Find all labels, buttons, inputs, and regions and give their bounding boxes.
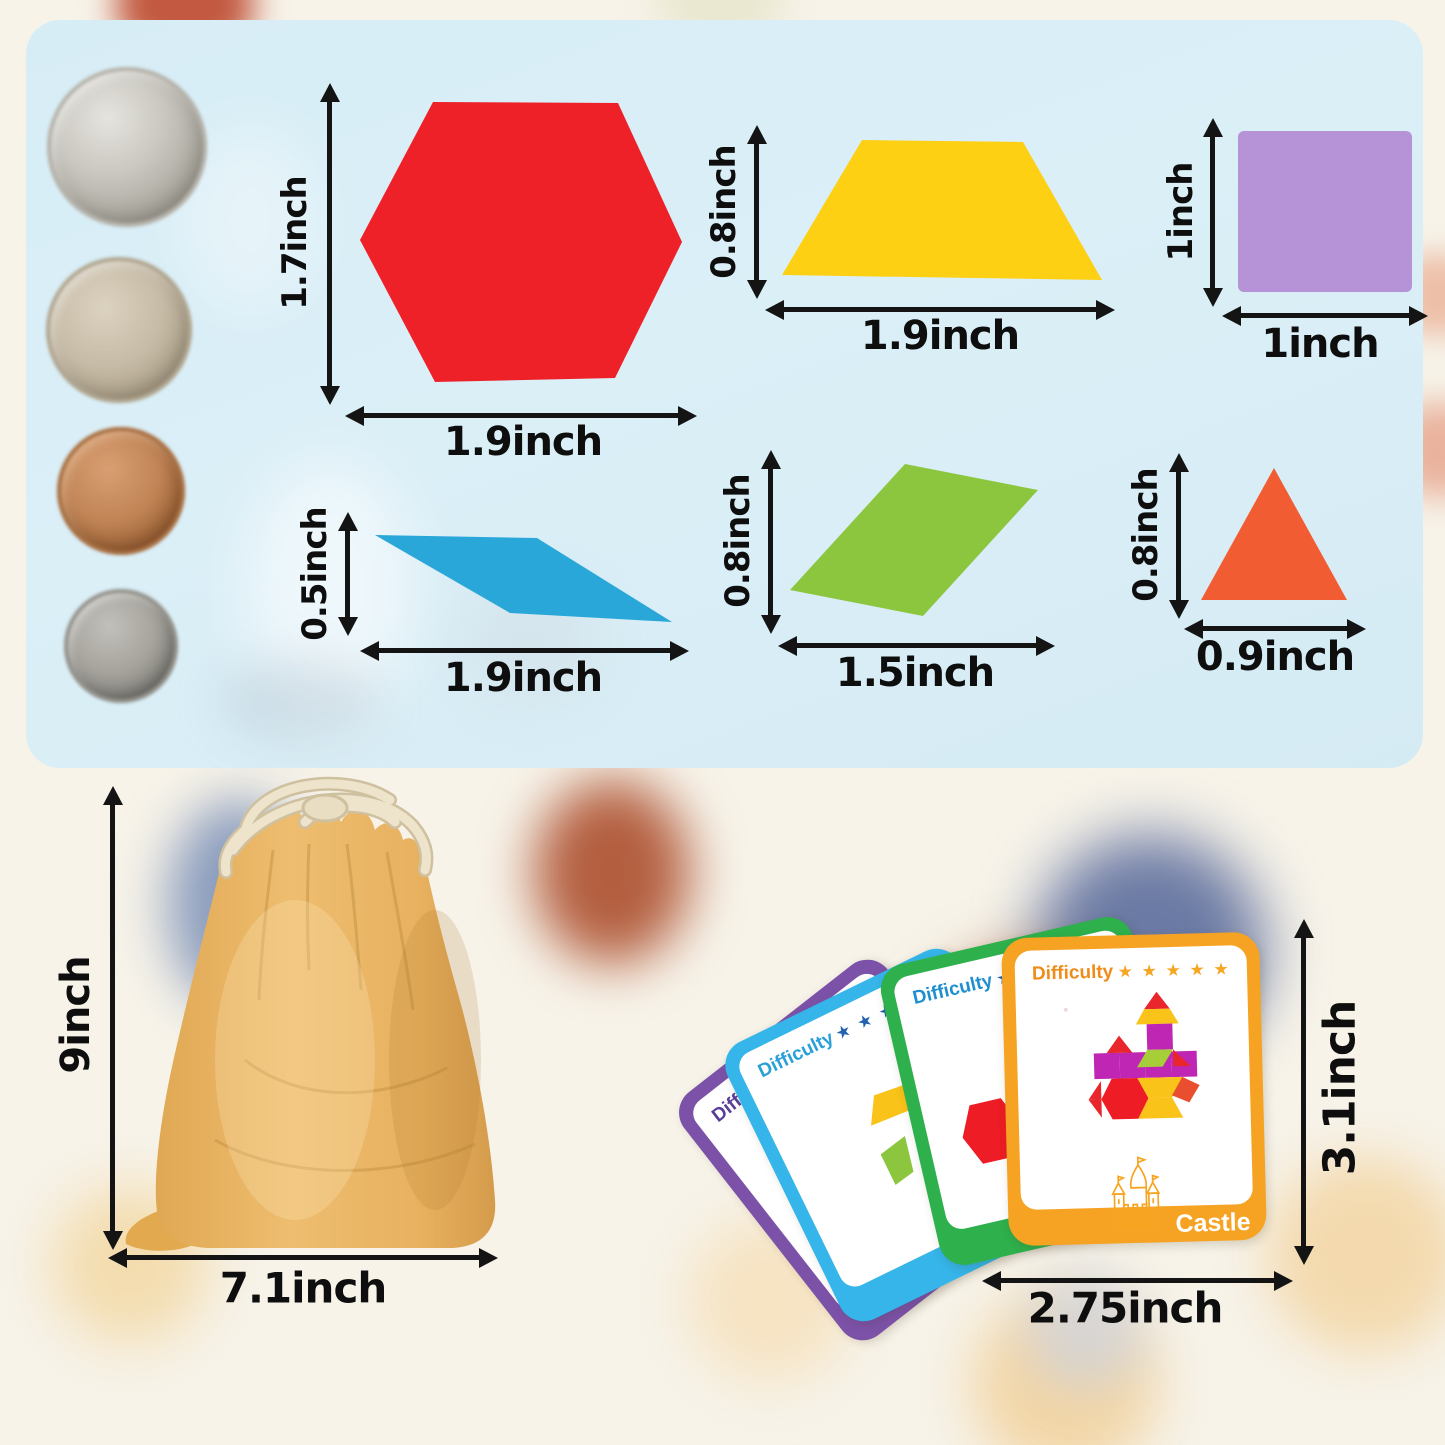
rhombus-width-arrow <box>795 643 1038 648</box>
hexagon-width-label: 1.9inch <box>443 419 603 465</box>
bag-height-label: 9inch <box>53 956 99 1074</box>
difficulty-label: Difficulty <box>754 1027 838 1083</box>
rhombus-block <box>790 464 1038 616</box>
dime-coin <box>64 589 178 703</box>
blur-dot-brown-mid <box>534 780 690 964</box>
parallelogram-height-label: 0.5inch <box>295 507 335 641</box>
card-difficulty-header: Difficulty ★ ★ ★ ★ ★ <box>1032 958 1231 985</box>
difficulty-label: Difficulty <box>1031 961 1114 985</box>
quarter-coin <box>47 67 207 227</box>
cards-width-label: 2.75inch <box>1027 1283 1224 1333</box>
penny-coin <box>57 427 185 555</box>
triangle-width-label: 0.9inch <box>1195 634 1355 680</box>
trapezoid-width-arrow <box>782 307 1098 312</box>
difficulty-label: Difficulty <box>910 970 995 1010</box>
cards-height-arrow <box>1301 936 1306 1248</box>
triangle-height-label: 0.8inch <box>1126 468 1166 602</box>
trapezoid-height-arrow <box>754 142 759 282</box>
cards-width-arrow <box>999 1278 1276 1283</box>
triangle-block <box>1201 468 1347 600</box>
rhombus-height-arrow <box>768 467 773 617</box>
castle-pattern-blocks <box>1088 991 1200 1120</box>
square-width-arrow <box>1239 313 1411 318</box>
parallelogram-height-arrow <box>345 529 350 619</box>
card-face: Difficulty ★ ★ ★ ★ ★ <box>1014 945 1254 1210</box>
castle-icon <box>1111 1156 1161 1227</box>
hexagon-block <box>360 102 682 382</box>
rhombus-height-label: 0.8inch <box>718 474 758 608</box>
difficulty-card-castle: Difficulty ★ ★ ★ ★ ★ <box>1001 931 1267 1247</box>
parallelogram-width-label: 1.9inch <box>443 655 603 701</box>
trapezoid-width-label: 1.9inch <box>860 313 1020 359</box>
bag-height-arrow <box>110 803 115 1233</box>
square-width-label: 1inch <box>1261 321 1379 367</box>
cards-height-label: 3.1inch <box>1314 1000 1366 1176</box>
square-block <box>1238 131 1412 292</box>
triangle-height-arrow <box>1176 470 1181 602</box>
card-title: Castle <box>1175 1208 1251 1238</box>
rhombus-width-label: 1.5inch <box>835 650 995 696</box>
parallelogram-block <box>375 535 672 622</box>
trapezoid-height-label: 0.8inch <box>704 145 744 279</box>
square-height-label: 1inch <box>1161 162 1201 262</box>
card-speck <box>1063 1007 1068 1012</box>
difficulty-stars: ★ ★ ★ ★ ★ <box>1117 959 1231 982</box>
square-height-arrow <box>1210 135 1215 290</box>
blur-dot-faint-blue <box>1025 1270 1145 1390</box>
bag-width-label: 7.1inch <box>219 1263 387 1313</box>
hexagon-height-label: 1.7inch <box>275 176 315 310</box>
hexagon-height-arrow <box>327 100 332 388</box>
nickel-coin <box>46 257 192 403</box>
hexagon-width-arrow <box>362 413 680 418</box>
drawstring-bag <box>125 776 496 1251</box>
bag-width-arrow <box>125 1255 481 1260</box>
trapezoid-block <box>782 140 1102 280</box>
parallelogram-width-arrow <box>377 648 672 653</box>
triangle-width-arrow <box>1201 626 1349 631</box>
